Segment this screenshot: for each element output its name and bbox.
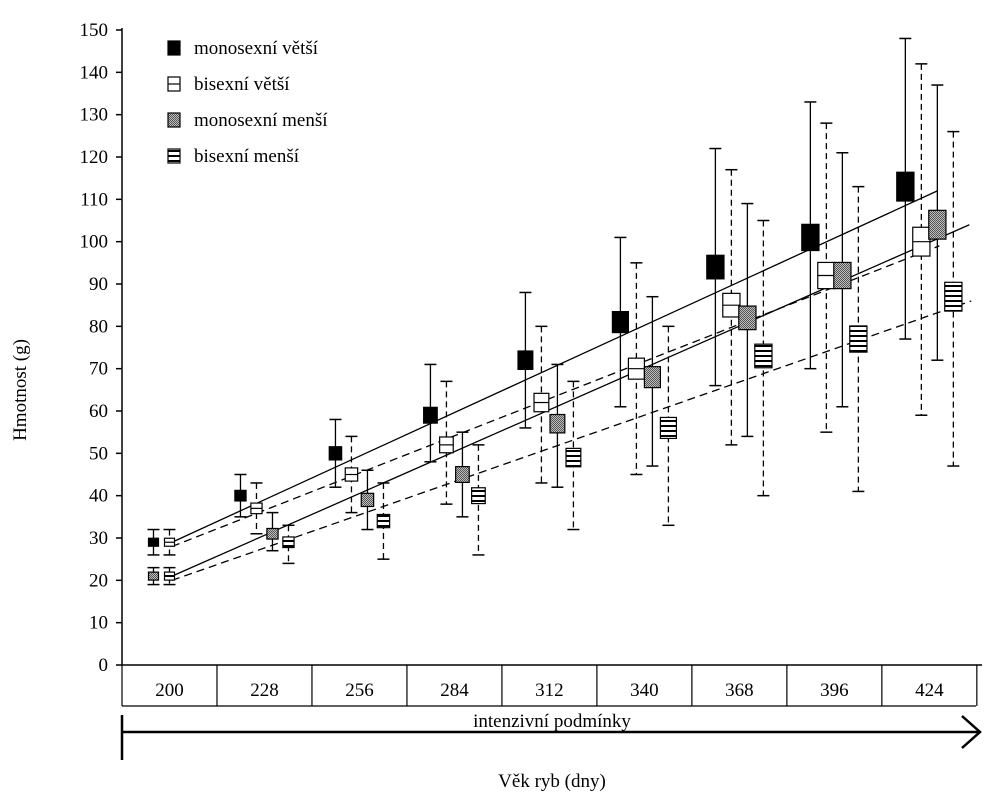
category-label: 396: [820, 680, 849, 701]
trend-line: [171, 300, 972, 581]
y-tick-label: 60: [89, 401, 108, 422]
y-tick-label: 100: [80, 232, 109, 253]
time-arrow: [120, 715, 982, 760]
y-axis-title: Hmotnost (g): [10, 339, 31, 441]
data-marker: [376, 513, 391, 529]
data-marker: [266, 527, 279, 540]
condition-label: intenzivní podmínky: [473, 711, 631, 732]
data-marker: [643, 366, 662, 389]
y-tick-labels: 0 10 20 30 40 50 60 70 80 90 100 110 120 130 140 150: [80, 20, 109, 676]
data-marker: [611, 311, 630, 334]
legend-label: monosexní větší: [194, 38, 319, 59]
data-marker: [833, 261, 852, 290]
data-marker: [328, 446, 343, 461]
trend-line: [171, 190, 938, 543]
y-tick-label: 50: [89, 443, 108, 464]
data-marker: [801, 223, 820, 252]
y-tick-label: 0: [99, 655, 109, 676]
y-tick-label: 30: [89, 528, 108, 549]
category-label: 340: [630, 680, 659, 701]
legend: monosexní větší bisexní větší monosexní me…: [167, 38, 328, 167]
data-marker: [360, 492, 375, 508]
data-marker: [282, 536, 295, 549]
legend-label: monosexní menší: [194, 110, 328, 131]
legend-swatch: [167, 148, 181, 164]
y-tick-label: 110: [80, 189, 108, 210]
data-marker: [896, 171, 915, 202]
data-marker: [849, 325, 868, 353]
category-label: 312: [535, 680, 564, 701]
x-axis-title: Věk ryb (dny): [498, 771, 606, 792]
data-marker: [163, 571, 176, 581]
category-label: 256: [345, 680, 374, 701]
data-marker: [549, 413, 566, 434]
data-marker: [423, 406, 438, 424]
trend-line: [171, 245, 940, 548]
data-marker: [706, 254, 725, 280]
category-label: 424: [915, 680, 944, 701]
data-marker: [234, 489, 247, 502]
data-marker: [147, 537, 160, 547]
category-label: 200: [155, 680, 184, 701]
data-marker: [565, 447, 582, 468]
y-tick-label: 150: [80, 20, 109, 41]
y-tick-label: 40: [89, 486, 108, 507]
y-tick-label: 140: [80, 62, 109, 83]
legend-swatch: [167, 112, 181, 128]
data-marker: [738, 305, 757, 331]
data-marker: [754, 343, 773, 369]
data-marker: [928, 209, 947, 240]
markers: [147, 171, 963, 581]
y-axis: [116, 28, 982, 666]
category-table: 200 228 256 284 312 340 368 396 424: [121, 665, 978, 707]
y-tick-label: 80: [89, 316, 108, 337]
y-tick-label: 70: [89, 359, 108, 380]
data-marker: [517, 350, 534, 370]
y-tick-label: 120: [80, 147, 109, 168]
y-tick-label: 130: [80, 105, 109, 126]
data-marker: [455, 466, 470, 484]
category-label: 228: [250, 680, 279, 701]
data-marker: [944, 281, 963, 312]
legend-label: bisexní menší: [194, 146, 300, 167]
category-label: 368: [725, 680, 754, 701]
y-tick-label: 20: [89, 570, 108, 591]
y-tick-label: 90: [89, 274, 108, 295]
category-label: 284: [440, 680, 469, 701]
data-marker: [471, 487, 486, 505]
legend-label: bisexní větší: [194, 74, 290, 95]
trend-lines: [171, 190, 972, 581]
data-marker: [147, 571, 160, 581]
data-marker: [659, 416, 678, 440]
y-tick-label: 10: [89, 613, 108, 634]
legend-swatch: [167, 40, 181, 56]
